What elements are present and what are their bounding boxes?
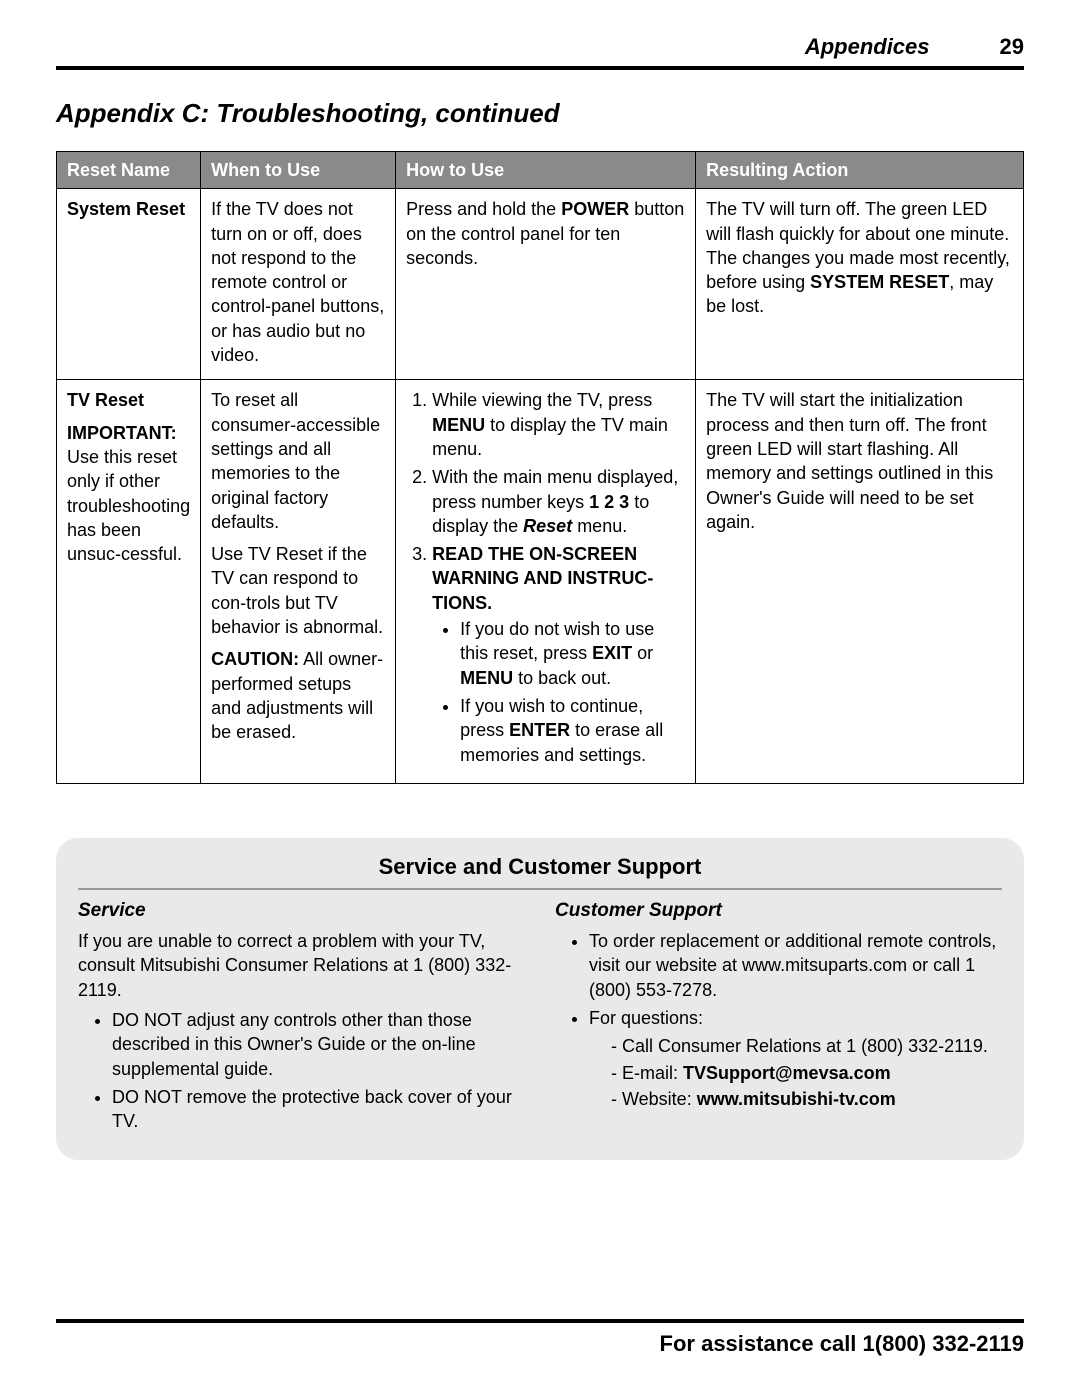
menu-label: Reset bbox=[523, 516, 572, 536]
service-column: Service If you are unable to correct a p… bbox=[78, 898, 525, 1138]
cell-when-to-use: If the TV does not turn on or off, does … bbox=[201, 189, 396, 380]
cell-resulting-action: The TV will turn off. The green LED will… bbox=[696, 189, 1024, 380]
customer-support-column: Customer Support To order replacement or… bbox=[555, 898, 1002, 1138]
reset-name-label: System Reset bbox=[67, 199, 185, 219]
col-header-how-to-use: How to Use bbox=[396, 152, 696, 189]
footer-text: For assistance call 1(800) 332-2119 bbox=[660, 1331, 1024, 1356]
cell-when-to-use: To reset all consumer-accessible setting… bbox=[201, 380, 396, 783]
sub-bullets: If you do not wish to use this reset, pr… bbox=[432, 617, 685, 767]
list-item: Website: www.mitsubishi-tv.com bbox=[611, 1087, 1002, 1111]
table-row: TV Reset IMPORTANT: Use this reset only … bbox=[57, 380, 1024, 783]
instruction-bold: READ THE ON-SCREEN WARNING AND INSTRUC-T… bbox=[432, 544, 653, 613]
cell-reset-name: System Reset bbox=[57, 189, 201, 380]
text: or bbox=[632, 643, 653, 663]
list-item: DO NOT adjust any controls other than th… bbox=[112, 1008, 525, 1081]
cell-how-to-use: Press and hold the POWER button on the c… bbox=[396, 189, 696, 380]
key-label: SYSTEM RESET bbox=[810, 272, 949, 292]
important-note: IMPORTANT: Use this reset only if other … bbox=[67, 421, 190, 567]
key-label: MENU bbox=[460, 668, 513, 688]
service-bullets: DO NOT adjust any controls other than th… bbox=[78, 1008, 525, 1133]
support-title: Service and Customer Support bbox=[78, 852, 1002, 890]
page-header: Appendices 29 bbox=[56, 34, 1024, 70]
when-paragraph: Use TV Reset if the TV can respond to co… bbox=[211, 542, 385, 639]
footer-assistance: For assistance call 1(800) 332-2119 bbox=[56, 1319, 1024, 1357]
col-header-resulting-action: Resulting Action bbox=[696, 152, 1024, 189]
table-header-row: Reset Name When to Use How to Use Result… bbox=[57, 152, 1024, 189]
list-item: E-mail: TVSupport@mevsa.com bbox=[611, 1061, 1002, 1085]
table-row: System Reset If the TV does not turn on … bbox=[57, 189, 1024, 380]
text: menu. bbox=[572, 516, 627, 536]
important-label: IMPORTANT: bbox=[67, 423, 177, 443]
text: to back out. bbox=[513, 668, 611, 688]
sub-bullet: If you do not wish to use this reset, pr… bbox=[460, 617, 685, 690]
text: While viewing the TV, press bbox=[432, 390, 652, 410]
page: Appendices 29 Appendix C: Troubleshootin… bbox=[0, 0, 1080, 1397]
key-label: MENU bbox=[432, 415, 485, 435]
list-item: Call Consumer Relations at 1 (800) 332-2… bbox=[611, 1034, 1002, 1058]
customer-support-heading: Customer Support bbox=[555, 898, 1002, 924]
service-heading: Service bbox=[78, 898, 525, 924]
support-box: Service and Customer Support Service If … bbox=[56, 838, 1024, 1160]
list-item: To order replacement or additional remot… bbox=[589, 929, 1002, 1002]
important-text: Use this reset only if other troubleshoo… bbox=[67, 447, 190, 564]
text: For questions: bbox=[589, 1008, 703, 1028]
service-intro: If you are unable to correct a problem w… bbox=[78, 929, 525, 1002]
text: E-mail: bbox=[622, 1063, 683, 1083]
question-list: Call Consumer Relations at 1 (800) 332-2… bbox=[589, 1034, 1002, 1111]
key-label: ENTER bbox=[509, 720, 570, 740]
section-title: Appendix C: Troubleshooting, continued bbox=[56, 98, 1024, 129]
troubleshooting-table: Reset Name When to Use How to Use Result… bbox=[56, 151, 1024, 784]
cell-reset-name: TV Reset IMPORTANT: Use this reset only … bbox=[57, 380, 201, 783]
text: Press and hold the bbox=[406, 199, 561, 219]
when-paragraph: To reset all consumer-accessible setting… bbox=[211, 388, 385, 534]
caution-note: CAUTION: All owner-performed setups and … bbox=[211, 647, 385, 744]
steps-list: While viewing the TV, press MENU to disp… bbox=[406, 388, 685, 766]
text: Website: bbox=[622, 1089, 697, 1109]
support-columns: Service If you are unable to correct a p… bbox=[78, 898, 1002, 1138]
step: While viewing the TV, press MENU to disp… bbox=[432, 388, 685, 461]
key-label: POWER bbox=[561, 199, 629, 219]
header-section-label: Appendices bbox=[805, 34, 930, 60]
customer-bullets: To order replacement or additional remot… bbox=[555, 929, 1002, 1111]
cell-resulting-action: The TV will start the initialization pro… bbox=[696, 380, 1024, 783]
col-header-reset-name: Reset Name bbox=[57, 152, 201, 189]
page-number: 29 bbox=[1000, 34, 1024, 60]
key-label: 1 2 3 bbox=[589, 492, 629, 512]
email-address: TVSupport@mevsa.com bbox=[683, 1063, 891, 1083]
list-item: For questions: Call Consumer Relations a… bbox=[589, 1006, 1002, 1111]
key-label: EXIT bbox=[592, 643, 632, 663]
list-item: DO NOT remove the protective back cover … bbox=[112, 1085, 525, 1134]
reset-name-label: TV Reset bbox=[67, 388, 190, 412]
step: READ THE ON-SCREEN WARNING AND INSTRUC-T… bbox=[432, 542, 685, 767]
cell-how-to-use: While viewing the TV, press MENU to disp… bbox=[396, 380, 696, 783]
sub-bullet: If you wish to continue, press ENTER to … bbox=[460, 694, 685, 767]
website-url: www.mitsubishi-tv.com bbox=[697, 1089, 896, 1109]
caution-label: CAUTION: bbox=[211, 649, 299, 669]
step: With the main menu displayed, press numb… bbox=[432, 465, 685, 538]
col-header-when-to-use: When to Use bbox=[201, 152, 396, 189]
